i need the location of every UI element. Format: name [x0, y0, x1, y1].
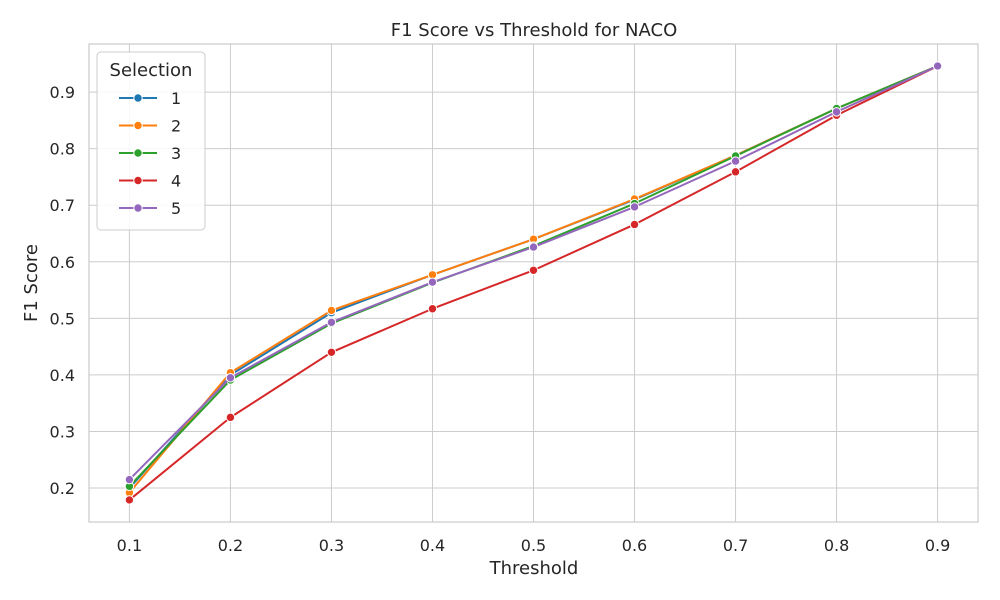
data-point — [932, 61, 943, 71]
y-tick-label: 0.3 — [50, 422, 75, 441]
data-point — [528, 242, 539, 252]
legend-marker — [133, 203, 143, 213]
data-point — [629, 219, 640, 230]
legend-item-3: 3 — [119, 144, 181, 163]
data-point — [225, 412, 236, 423]
y-axis-label: F1 Score — [21, 244, 42, 322]
legend-item-1: 1 — [119, 89, 181, 108]
legend-item-4: 4 — [119, 172, 181, 191]
x-tick-label: 0.5 — [521, 536, 546, 555]
data-point — [225, 373, 236, 383]
data-point — [124, 495, 135, 505]
data-point — [427, 277, 438, 287]
grid — [89, 44, 978, 522]
legend-label: 2 — [171, 117, 181, 136]
y-tick-label: 0.5 — [50, 309, 75, 328]
x-tick-label: 0.2 — [218, 536, 243, 555]
legend-item-5: 5 — [119, 199, 181, 218]
legend-label: 4 — [171, 172, 181, 191]
data-point — [326, 317, 337, 328]
legend-label: 1 — [171, 89, 181, 108]
y-tick-label: 0.9 — [50, 83, 75, 102]
y-tick-label: 0.2 — [50, 479, 75, 498]
legend-marker — [133, 93, 143, 103]
data-point — [831, 107, 842, 117]
series-5 — [124, 61, 943, 485]
data-point — [629, 202, 640, 212]
x-tick-label: 0.8 — [824, 536, 849, 555]
x-tick-label: 0.4 — [420, 536, 445, 555]
data-point — [326, 305, 337, 316]
y-tick-label: 0.4 — [50, 366, 75, 385]
data-point — [730, 167, 741, 177]
x-tick-label: 0.3 — [319, 536, 344, 555]
x-tick-label: 0.9 — [925, 536, 950, 555]
legend-label: 5 — [171, 199, 181, 218]
data-point — [730, 156, 741, 166]
x-tick-label: 0.1 — [117, 536, 142, 555]
legend-marker — [133, 120, 143, 131]
data-point — [427, 304, 438, 314]
data-point — [124, 474, 135, 485]
legend-box — [96, 51, 206, 231]
data-point — [326, 347, 337, 357]
legend: Selection 1 2 3 4 5 — [96, 51, 206, 231]
y-axis: 0.2 0.3 0.4 0.5 0.6 0.7 0.8 0.9 — [50, 83, 75, 498]
series-layer — [124, 61, 943, 505]
data-point — [528, 265, 539, 275]
chart-title: F1 Score vs Threshold for NACO — [391, 20, 678, 41]
y-tick-label: 0.7 — [50, 196, 75, 215]
legend-marker — [133, 175, 143, 186]
y-tick-label: 0.8 — [50, 140, 75, 159]
legend-items: 1 2 3 4 5 — [119, 89, 181, 218]
plot-frame — [88, 43, 979, 523]
x-tick-label: 0.7 — [723, 536, 748, 555]
legend-label: 3 — [171, 144, 181, 163]
x-axis-label: Threshold — [489, 558, 579, 579]
legend-item-2: 2 — [119, 117, 181, 136]
series-4 — [124, 61, 943, 505]
legend-marker — [133, 148, 143, 158]
x-axis: 0.1 0.2 0.3 0.4 0.5 0.6 0.7 0.8 0.9 — [117, 536, 951, 555]
x-tick-label: 0.6 — [622, 536, 647, 555]
y-tick-label: 0.6 — [50, 253, 75, 272]
legend-title: Selection — [110, 60, 193, 81]
